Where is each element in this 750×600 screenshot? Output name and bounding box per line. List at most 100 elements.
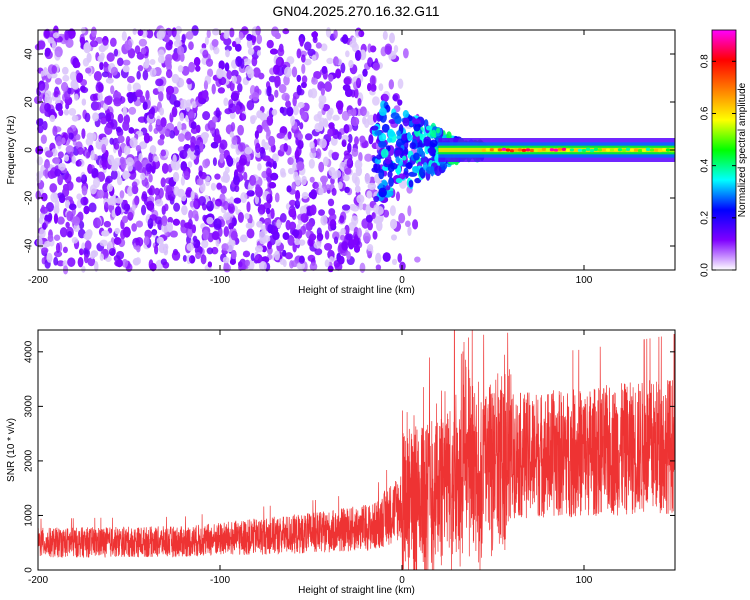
spectral-cell bbox=[301, 75, 308, 84]
spectral-cell bbox=[75, 61, 81, 68]
spectral-cell bbox=[286, 106, 294, 117]
spectral-cell bbox=[226, 70, 232, 80]
spectral-cell bbox=[160, 177, 166, 188]
spectral-cell bbox=[44, 102, 51, 112]
spectral-cell bbox=[122, 120, 130, 132]
spectral-cell bbox=[207, 119, 216, 131]
spectral-cell bbox=[240, 192, 248, 204]
spectral-cell bbox=[116, 250, 125, 260]
spectral-cell bbox=[216, 67, 224, 79]
spectral-cell bbox=[297, 133, 303, 141]
spectral-cell bbox=[142, 101, 148, 111]
spectral-cell bbox=[122, 59, 131, 66]
spectral-cell bbox=[132, 258, 140, 266]
spectral-cell bbox=[335, 100, 344, 111]
spectral-cell bbox=[276, 219, 282, 229]
spectral-cell bbox=[186, 78, 193, 85]
spectral-cell bbox=[213, 134, 222, 144]
spectral-cell bbox=[300, 54, 306, 63]
spectral-cell bbox=[402, 48, 409, 59]
spectral-cell bbox=[148, 187, 153, 196]
spectral-cell bbox=[59, 227, 68, 238]
spectral-cell bbox=[71, 236, 79, 244]
spectral-cell bbox=[292, 229, 300, 237]
spectral-cell bbox=[75, 134, 81, 141]
tone-peak bbox=[545, 148, 551, 152]
spectral-cell bbox=[265, 161, 272, 168]
spectral-cell bbox=[315, 42, 322, 49]
tone-peak bbox=[605, 148, 611, 152]
spectral-cell bbox=[73, 93, 79, 101]
tone-peak bbox=[633, 148, 639, 152]
spectral-cell bbox=[229, 27, 235, 38]
spectral-cell bbox=[345, 50, 350, 58]
spectral-cell bbox=[284, 94, 290, 102]
spectral-cell bbox=[53, 234, 61, 241]
spectral-cell bbox=[183, 171, 191, 180]
spectral-cell bbox=[40, 206, 49, 214]
spectral-cell bbox=[213, 218, 222, 229]
spectral-cell bbox=[203, 80, 209, 91]
spectral-cell bbox=[143, 236, 150, 246]
spectral-cell bbox=[171, 27, 177, 38]
spectral-cell bbox=[231, 135, 238, 145]
tone-peak bbox=[505, 148, 511, 152]
spectral-cell bbox=[98, 45, 107, 53]
spectral-cell bbox=[223, 37, 232, 46]
spectral-cell bbox=[329, 213, 337, 221]
spectral-cell bbox=[224, 62, 230, 72]
spectral-cell bbox=[372, 96, 380, 106]
spectral-cell bbox=[135, 220, 144, 228]
spectral-cell bbox=[222, 200, 229, 211]
x-tick-label: 0 bbox=[399, 575, 405, 586]
spectral-cell bbox=[378, 169, 385, 180]
spectral-cell bbox=[228, 222, 234, 230]
spectral-cell bbox=[134, 195, 140, 206]
spectral-cell bbox=[64, 173, 72, 184]
spectral-cell bbox=[392, 94, 399, 101]
spectral-cell bbox=[96, 101, 102, 111]
spectral-cell bbox=[244, 213, 250, 220]
y-tick-label: 0 bbox=[24, 147, 35, 153]
spectral-cell bbox=[282, 28, 290, 35]
spectral-cell bbox=[237, 83, 243, 93]
tone-peak bbox=[533, 148, 539, 153]
spectral-cell bbox=[258, 230, 266, 240]
tone-peak bbox=[481, 148, 487, 152]
spectral-cell bbox=[187, 227, 193, 239]
spectral-cell bbox=[294, 238, 301, 246]
spectral-cell bbox=[297, 101, 305, 109]
tone-peak bbox=[637, 149, 643, 153]
spectral-cell bbox=[71, 155, 76, 164]
spectral-cell bbox=[92, 177, 101, 189]
spectral-cell bbox=[204, 36, 209, 46]
spectral-cell bbox=[294, 199, 301, 209]
spectral-cell bbox=[56, 260, 65, 267]
spectral-cell bbox=[267, 224, 273, 234]
spectral-cell bbox=[52, 32, 60, 39]
spectral-cell bbox=[318, 101, 324, 110]
spectral-cell bbox=[254, 254, 263, 264]
spectral-cell bbox=[357, 98, 362, 107]
spectral-cell bbox=[268, 182, 277, 189]
spectral-cell bbox=[171, 73, 180, 84]
spectral-cell bbox=[229, 112, 236, 120]
spectral-cell bbox=[350, 108, 357, 117]
spectral-cell bbox=[103, 61, 108, 68]
spectral-cell bbox=[274, 250, 281, 261]
spectral-cell bbox=[368, 134, 374, 145]
snr-series-line bbox=[38, 330, 675, 570]
spectral-cell bbox=[104, 201, 109, 213]
spectral-cell bbox=[372, 62, 380, 71]
spectral-cell bbox=[49, 114, 56, 123]
spectral-cell bbox=[135, 89, 143, 98]
tone-peak bbox=[529, 148, 535, 153]
spectral-cell bbox=[259, 237, 267, 245]
spectral-cell bbox=[388, 130, 396, 137]
spectral-cell bbox=[225, 155, 232, 164]
spectral-cell bbox=[195, 65, 201, 72]
spectral-cell bbox=[54, 168, 62, 177]
spectral-cell bbox=[318, 187, 324, 196]
spectral-cell bbox=[298, 239, 306, 246]
spectral-cell bbox=[329, 219, 337, 229]
